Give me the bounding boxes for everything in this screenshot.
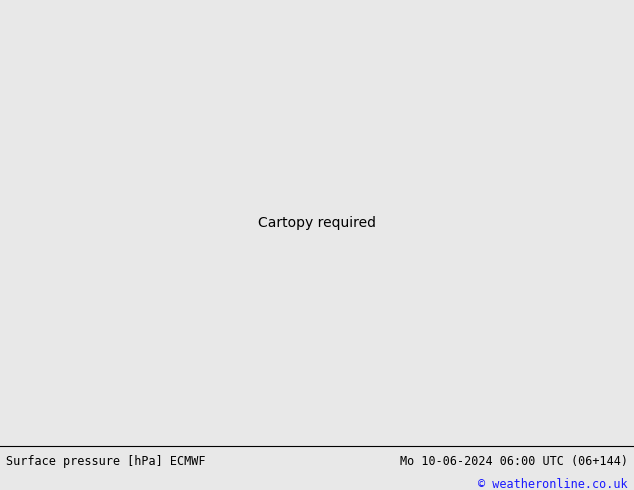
Text: Mo 10-06-2024 06:00 UTC (06+144): Mo 10-06-2024 06:00 UTC (06+144) — [399, 455, 628, 468]
Text: Surface pressure [hPa] ECMWF: Surface pressure [hPa] ECMWF — [6, 455, 206, 468]
Text: Cartopy required: Cartopy required — [258, 216, 376, 230]
Text: © weatheronline.co.uk: © weatheronline.co.uk — [478, 478, 628, 490]
